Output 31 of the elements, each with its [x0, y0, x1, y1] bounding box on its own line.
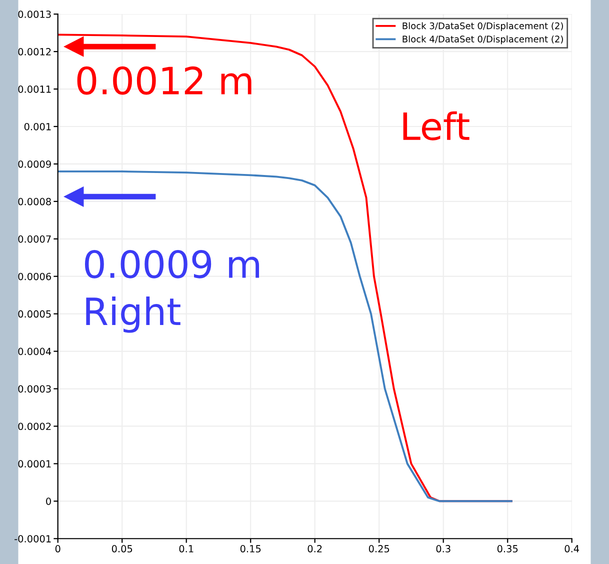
- x-tick-label: 0: [55, 545, 60, 552]
- x-tick-label: 0.25: [368, 545, 390, 552]
- y-tick-label: 0.0007: [18, 235, 51, 243]
- y-tick-label: 0.0009: [18, 160, 51, 168]
- x-tick-label: 0.2: [308, 545, 322, 552]
- y-tick-label: 0.0001: [18, 460, 51, 468]
- x-tick-label: 0.05: [112, 545, 132, 552]
- line-series: [58, 170, 512, 502]
- y-tick-label: 0.0008: [18, 198, 51, 206]
- legend-label: Block 3/DataSet 0/Displacement (2): [402, 22, 563, 31]
- annotation: 0.0012 m: [77, 66, 252, 95]
- annotation: Left: [403, 111, 470, 140]
- y-tick-label: 0.0003: [18, 385, 51, 393]
- x-tick-label: 0.1: [179, 545, 194, 552]
- y-tick-label: 0.0006: [18, 272, 51, 280]
- x-tick-label: 0.3: [436, 545, 450, 552]
- annotation: 0.0009 m: [85, 250, 260, 278]
- y-tick-label: 0.0013: [18, 10, 51, 18]
- y-tick-label: 0.0012: [18, 48, 51, 56]
- annotation: Right: [86, 296, 180, 333]
- y-tick-label: 0.0011: [18, 86, 51, 93]
- y-tick-label: 0.0004: [18, 348, 52, 356]
- y-tick-label: 0: [46, 498, 51, 505]
- y-tick-label: 0.0002: [18, 422, 51, 430]
- y-tick-label: -0.0001: [14, 535, 51, 542]
- legend-label: Block 4/DataSet 0/Displacement (2): [402, 35, 563, 44]
- x-tick-label: 0.15: [240, 545, 261, 552]
- y-tick-label: 0.0005: [18, 310, 51, 318]
- y-tick-label: 0.001: [24, 122, 51, 130]
- x-tick-label: 0.4: [564, 545, 580, 552]
- x-tick-label: 0.35: [497, 545, 518, 552]
